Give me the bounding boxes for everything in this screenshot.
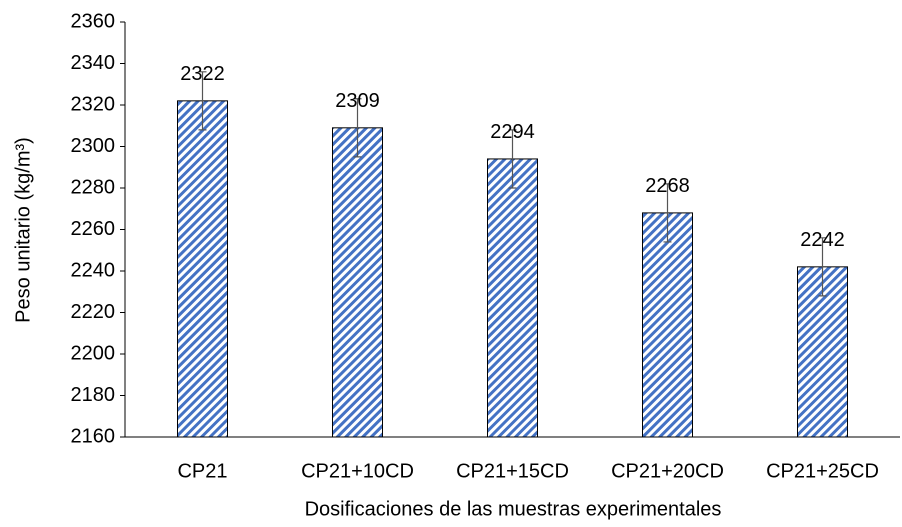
x-tick-label: CP21+20CD bbox=[611, 460, 724, 482]
y-tick-label: 2180 bbox=[71, 384, 116, 406]
data-label: 2242 bbox=[800, 229, 845, 251]
y-tick-label: 2240 bbox=[71, 259, 116, 281]
error-bar bbox=[198, 71, 207, 131]
error-bar bbox=[353, 98, 362, 158]
bar bbox=[642, 212, 693, 438]
y-tick-label: 2220 bbox=[71, 301, 116, 323]
x-tick-label: CP21+15CD bbox=[456, 460, 569, 482]
y-tick-label: 2340 bbox=[71, 52, 116, 74]
data-label: 2322 bbox=[180, 63, 225, 85]
data-label: 2309 bbox=[335, 90, 380, 112]
y-tick-label: 2260 bbox=[71, 218, 116, 240]
y-tick-label: 2160 bbox=[71, 425, 116, 447]
y-tick-label: 2320 bbox=[71, 93, 116, 115]
error-bar bbox=[663, 183, 672, 243]
x-axis-label: Dosificaciones de las muestras experimen… bbox=[305, 498, 722, 520]
x-tick-label: CP21+25CD bbox=[766, 460, 879, 482]
bar bbox=[487, 158, 538, 438]
y-tick-label: 2280 bbox=[71, 176, 116, 198]
x-tick-label: CP21+10CD bbox=[301, 460, 414, 482]
y-tick-label: 2360 bbox=[71, 10, 116, 32]
error-bar bbox=[508, 129, 517, 189]
bar bbox=[177, 100, 228, 438]
y-tick-label: 2300 bbox=[71, 135, 116, 157]
data-label: 2294 bbox=[490, 121, 535, 143]
error-bar bbox=[818, 237, 827, 297]
y-tick-label: 2200 bbox=[71, 342, 116, 364]
data-label: 2268 bbox=[645, 175, 690, 197]
bar bbox=[332, 127, 383, 438]
x-tick-label: CP21 bbox=[177, 460, 227, 482]
y-axis-label: Peso unitario (kg/m³) bbox=[12, 137, 34, 323]
